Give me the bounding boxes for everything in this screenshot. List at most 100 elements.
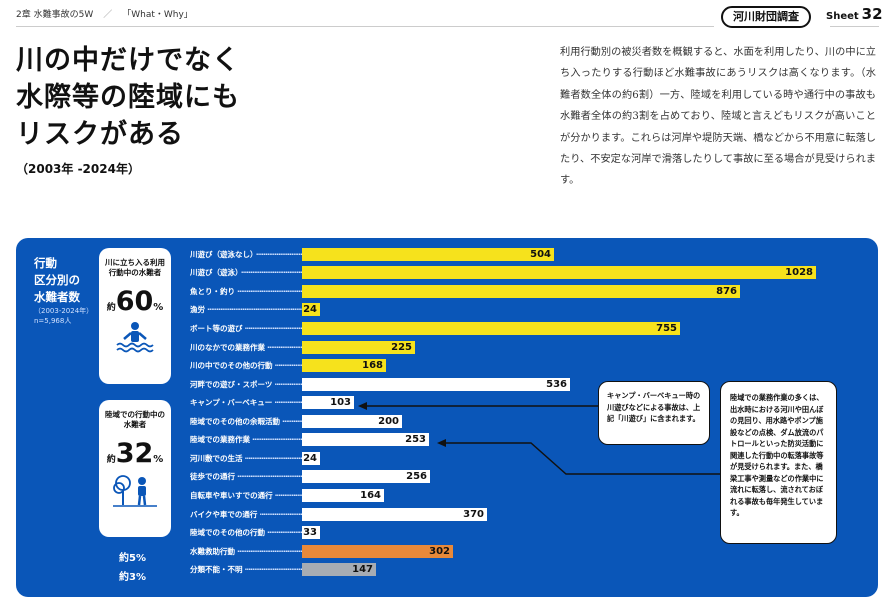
bar-value-label: 24 bbox=[303, 453, 317, 464]
bar: 200 bbox=[302, 415, 402, 428]
bar-row: 河畔での遊び・スポーツ 536 bbox=[190, 378, 850, 391]
title-line-1: 川の中だけでなく bbox=[16, 45, 240, 76]
bar: 504 bbox=[302, 248, 554, 261]
bar: 1028 bbox=[302, 266, 816, 279]
bar-row: 魚とり・釣り 876 bbox=[190, 285, 850, 298]
camp-callout: キャンプ・バーベキュー時の川遊びなどによる事故は、上記「川遊び」に含まれます。 bbox=[598, 381, 710, 445]
land-category-box: 陸域での行動中の水難者 約32% bbox=[99, 400, 171, 537]
bar-row: 陸域でのその他の余暇活動 200 bbox=[190, 415, 850, 428]
land-pct-value: 32 bbox=[115, 438, 154, 469]
bar-value-label: 876 bbox=[716, 286, 737, 297]
bar-label: 自転車や車いすでの通行 bbox=[190, 489, 302, 502]
water-category-box: 川に立ち入る利用行動中の水難者 約60% bbox=[99, 248, 171, 384]
work-callout: 陸域での業務作業の多くは、出水時における河川や田んぼの見回り、用水路やポンプ施設… bbox=[720, 381, 837, 544]
bar-row: ボート等の遊び 755 bbox=[190, 322, 850, 335]
bar-row: 川のなかでの業務作業 225 bbox=[190, 341, 850, 354]
bar-value-label: 755 bbox=[656, 323, 677, 334]
bar-row: 陸域での業務作業 253 bbox=[190, 433, 850, 446]
bar-label: 河畔での遊び・スポーツ bbox=[190, 378, 302, 391]
breadcrumb-separator: ／ bbox=[103, 10, 113, 20]
bar-label: キャンプ・バーベキュー bbox=[190, 396, 302, 409]
bar-label: 徒歩での通行 bbox=[190, 470, 302, 483]
title-line-3: リスクがある bbox=[16, 119, 184, 150]
bar: 164 bbox=[302, 489, 384, 502]
sheet-number: Sheet 32 bbox=[826, 5, 883, 23]
sheet-num: 32 bbox=[861, 5, 883, 23]
header-rule bbox=[16, 26, 879, 27]
bar-label: バイクや車での通行 bbox=[190, 508, 302, 521]
bar-value-label: 536 bbox=[546, 379, 567, 390]
bar-row: 自転車や車いすでの通行 164 bbox=[190, 489, 850, 502]
water-pct-value: 60 bbox=[115, 286, 154, 317]
bar-value-label: 256 bbox=[406, 471, 427, 482]
breadcrumb: 2章 水難事故の5W ／ 「What・Why」 bbox=[16, 7, 193, 20]
bar-row: 漁労24 bbox=[190, 303, 850, 316]
rescue-percent: 約5% bbox=[119, 553, 146, 564]
bar-label: 河川敷での生活 bbox=[190, 452, 302, 465]
person-by-tree-icon bbox=[113, 475, 157, 507]
bar-row: 川の中でのその他の行動 168 bbox=[190, 359, 850, 372]
water-pct-unit: % bbox=[153, 302, 164, 313]
bar-value-label: 225 bbox=[391, 342, 412, 353]
bar-row: バイクや車での通行 370 bbox=[190, 508, 850, 521]
bar-row: 陸域でのその他の行動33 bbox=[190, 526, 850, 539]
unknown-percent: 約3% bbox=[119, 572, 146, 583]
bar-label: 水難救助行動 bbox=[190, 545, 302, 558]
bar: 24 bbox=[302, 303, 320, 316]
bar-label: 魚とり・釣り bbox=[190, 285, 302, 298]
bar: 256 bbox=[302, 470, 430, 483]
period-label: （2003年 -2024年） bbox=[16, 162, 140, 176]
panel-title: 行動 区分別の 水難者数 bbox=[34, 255, 80, 306]
chapter-label: 2章 水難事故の5W bbox=[16, 10, 94, 20]
bar: 253 bbox=[302, 433, 429, 446]
bar: 302 bbox=[302, 545, 453, 558]
sheet-label: Sheet bbox=[826, 11, 859, 22]
bar-label: 川遊び（遊泳なし） bbox=[190, 248, 302, 261]
land-pct-prefix: 約 bbox=[106, 455, 116, 465]
panel-subtitle: （2003-2024年） n=5,968人 bbox=[34, 306, 93, 326]
title-line-2: 水際等の陸域にも bbox=[16, 82, 240, 113]
bar: 24 bbox=[302, 452, 320, 465]
panel-title-line-3: 水難者数 bbox=[34, 290, 80, 304]
bar-row: 分類不能・不明 147 bbox=[190, 563, 850, 576]
org-badge: 河川財団調査 bbox=[721, 6, 811, 28]
bar-value-label: 504 bbox=[530, 249, 551, 260]
land-category-label: 陸域での行動中の水難者 bbox=[105, 410, 165, 429]
bar-label: 川の中でのその他の行動 bbox=[190, 359, 302, 372]
bar: 33 bbox=[302, 526, 320, 539]
bar-value-label: 164 bbox=[360, 490, 381, 501]
water-category-percent: 約60% bbox=[99, 286, 171, 317]
bar-row: 徒歩での通行 256 bbox=[190, 470, 850, 483]
bar-row: キャンプ・バーベキュー 103 bbox=[190, 396, 850, 409]
water-pct-prefix: 約 bbox=[106, 303, 116, 313]
bar: 225 bbox=[302, 341, 415, 354]
bar-row: 川遊び（遊泳） 1028 bbox=[190, 266, 850, 279]
bar-row: 河川敷での生活24 bbox=[190, 452, 850, 465]
bar-value-label: 103 bbox=[330, 397, 351, 408]
bar-label: 分類不能・不明 bbox=[190, 563, 302, 576]
panel-period: （2003-2024年） bbox=[34, 307, 94, 315]
bar-label: 陸域でのその他の行動 bbox=[190, 526, 302, 539]
bar: 103 bbox=[302, 396, 354, 409]
bar-value-label: 168 bbox=[362, 360, 383, 371]
land-category-percent: 約32% bbox=[99, 438, 171, 469]
bar: 536 bbox=[302, 378, 570, 391]
bar: 168 bbox=[302, 359, 386, 372]
bar: 147 bbox=[302, 563, 376, 576]
bar-row: 川遊び（遊泳なし） 504 bbox=[190, 248, 850, 261]
bar-row: 水難救助行動 302 bbox=[190, 545, 850, 558]
bar-value-label: 370 bbox=[463, 509, 484, 520]
bar: 370 bbox=[302, 508, 487, 521]
panel-title-line-1: 行動 bbox=[34, 256, 57, 270]
bar-label: 陸域でのその他の余暇活動 bbox=[190, 415, 302, 428]
bar-value-label: 1028 bbox=[785, 267, 813, 278]
bar: 755 bbox=[302, 322, 680, 335]
panel-title-line-2: 区分別の bbox=[34, 273, 80, 287]
bar: 876 bbox=[302, 285, 740, 298]
water-category-label: 川に立ち入る利用行動中の水難者 bbox=[105, 258, 165, 277]
page-title: 川の中だけでなく 水際等の陸域にも リスクがある bbox=[16, 42, 316, 153]
bar-label: 漁労 bbox=[190, 303, 302, 316]
bar-label: ボート等の遊び bbox=[190, 322, 302, 335]
panel-total: n=5,968人 bbox=[34, 317, 72, 325]
bar-value-label: 253 bbox=[405, 434, 426, 445]
